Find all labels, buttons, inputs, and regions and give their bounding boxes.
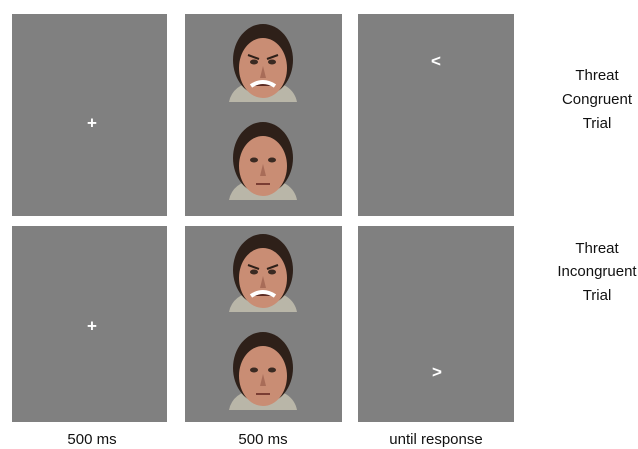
duration-label: 500 ms: [238, 431, 287, 448]
duration-label: 500 ms: [67, 431, 116, 448]
fixation-cross: +: [87, 316, 97, 335]
trial-label: Incongruent: [557, 263, 637, 280]
probe-panel: [358, 14, 514, 216]
fixation-cross: +: [87, 113, 97, 132]
page: + < Threat Congruent Trial + > Threat In…: [0, 0, 638, 449]
probe-panel: [358, 226, 514, 422]
trial-label: Congruent: [562, 91, 633, 108]
trial-label: Threat: [575, 67, 619, 84]
trial-label: Threat: [575, 240, 619, 257]
trial-label: Trial: [583, 287, 612, 304]
diagram: + < Threat Congruent Trial + > Threat In…: [0, 0, 638, 449]
duration-label: until response: [389, 431, 482, 448]
probe: <: [431, 51, 441, 70]
probe: >: [432, 362, 442, 381]
trial-label: Trial: [583, 115, 612, 132]
